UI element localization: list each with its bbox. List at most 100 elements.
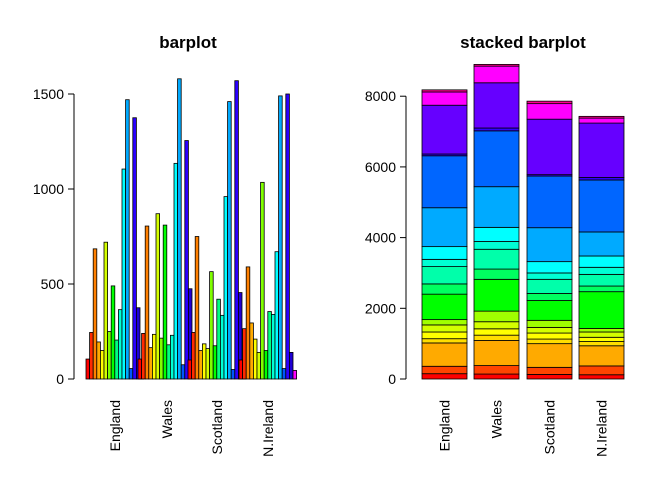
stack-segment [473,130,520,188]
bar [227,101,232,380]
bar [107,331,112,380]
bar [128,368,134,380]
barplot-chart: barplot 0 500 1000 1500 England Wales Scotland… [33,33,297,457]
stack-segment [526,278,573,294]
bar [270,313,276,380]
bar [292,370,297,380]
stack-segment [578,336,625,342]
stack-segment [578,231,625,257]
stack-segment [578,331,625,338]
bar [85,358,90,380]
category-label: N.Ireland [260,400,276,457]
bar [212,345,218,380]
stack-segment [578,122,625,178]
stack-segment [421,266,468,285]
stack-segment [421,293,468,321]
category-label: N.Ireland [594,400,610,457]
bar [162,224,168,380]
stack-segment [473,127,520,132]
stack-segment [526,374,573,380]
bar [252,338,258,380]
bar [121,168,126,380]
stack-segment [421,324,468,333]
y-tick-label: 0 [388,371,396,387]
stack-segment [421,258,468,267]
stack-segment [421,365,468,375]
stack-segment [578,365,625,376]
bar [238,359,243,380]
bar [89,332,94,380]
stack-segment [526,343,573,368]
bar [256,351,261,380]
stack-segment [421,338,468,344]
y-tick-label: 1500 [33,86,64,102]
stack-segment [526,272,573,280]
stack-segment [421,155,468,209]
stack-segment [526,319,573,328]
stack-segment [421,283,468,295]
bar [260,181,265,380]
y-tick-label: 1000 [33,181,64,197]
bar [209,271,214,380]
bar [267,311,272,380]
bar [274,251,279,380]
stack-segment [421,319,468,326]
stack-segment [473,340,520,366]
stack-segment [526,175,573,229]
bar [96,341,101,380]
category-label: England [107,400,123,451]
stack-segment [578,266,625,275]
bar [92,248,98,380]
bar [173,162,178,380]
bar [223,196,228,380]
stack-segment [473,226,520,242]
bar [191,332,196,380]
bar [100,350,105,380]
bar [187,359,192,380]
category-label: Scotland [542,400,558,454]
bar [151,333,157,380]
stack-segment [578,328,625,333]
stack-segment [421,91,468,106]
bar [155,213,160,380]
stack-segment [473,334,520,341]
chart-title: barplot [159,33,217,52]
stack-segment [526,326,573,334]
bar [169,334,175,380]
stack-segment [578,345,625,367]
stack-segment [578,341,625,347]
bar [144,225,150,380]
bar [177,78,182,380]
bar [263,350,269,380]
stack-segment [578,291,625,329]
stack-segment [421,104,468,155]
stack-segment [421,207,468,248]
stack-segment [421,331,468,340]
bar [205,348,210,380]
stack-segment [578,273,625,287]
bar [281,368,287,380]
y-tick-label: 500 [41,276,65,292]
stack-segment [526,100,573,105]
stack-segment [473,321,520,330]
stack-segment [578,117,625,124]
stack-segment [526,227,573,263]
stack-segment [578,179,625,233]
stack-segment [421,373,468,380]
y-tick-label: 6000 [365,159,396,175]
stacked-barplot-chart: stacked barplot 0 2000 4000 6000 8000 England… [365,33,625,457]
stack-segment [473,65,520,84]
bar [118,309,123,380]
stack-segment [473,82,520,129]
stack-segment [473,63,520,67]
bar [249,322,254,380]
category-label: Wales [489,400,505,438]
y-tick-label: 8000 [365,88,396,104]
bar [216,298,221,380]
stack-segment [421,246,468,260]
category-label: Scotland [209,400,225,454]
stack-segment [526,103,573,120]
bar [198,350,203,380]
stack-segment [473,241,520,250]
